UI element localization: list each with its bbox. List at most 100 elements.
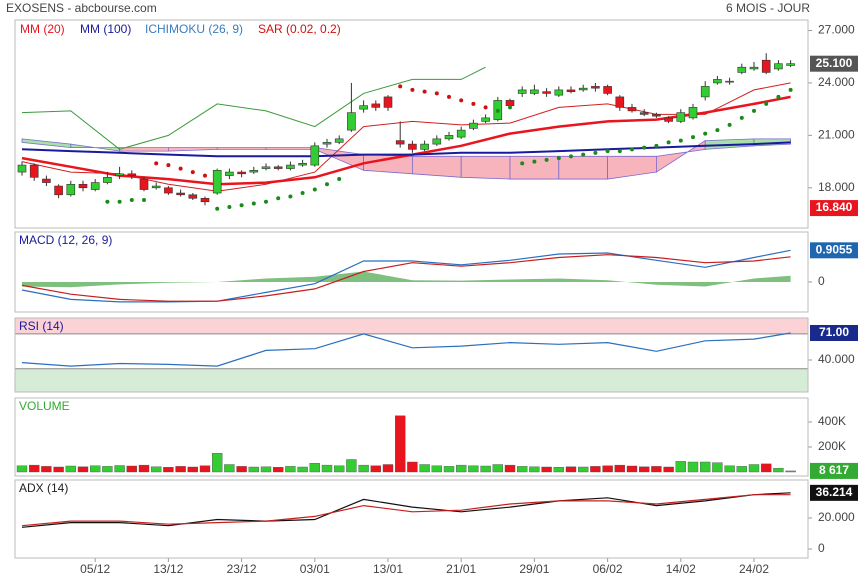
sar-dot [739, 115, 744, 120]
candle-body [286, 164, 295, 169]
volume-bar [358, 464, 369, 473]
candle-body [603, 86, 612, 94]
candle-body [42, 178, 51, 183]
candle-body [395, 140, 405, 145]
volume-bar [248, 466, 260, 473]
panel-frame [14, 479, 809, 559]
y-tick-label: 18.000 [818, 180, 855, 194]
volume-bar [211, 453, 223, 473]
tenkan-line [21, 82, 791, 192]
y-tick-label: 40.000 [818, 352, 855, 366]
volume-bar [761, 463, 772, 473]
candle-body [517, 89, 527, 94]
sar-dot [142, 198, 146, 203]
candle-body [774, 63, 783, 70]
volume-bar [273, 467, 284, 473]
sar-dot [642, 145, 647, 150]
volume-bar [443, 466, 455, 473]
volume-bar [578, 466, 589, 473]
candle-body [627, 107, 637, 112]
candle-body [347, 112, 356, 131]
panel-title: VOLUME [19, 399, 70, 413]
candle-body [554, 89, 564, 96]
x-tick-label: 13/01 [373, 562, 403, 576]
x-tick-label: 23/12 [227, 562, 257, 576]
candle-body [652, 114, 661, 117]
sar-dot [166, 163, 171, 168]
candle-body [164, 187, 173, 194]
volume-bar [492, 464, 503, 473]
sar-dot [312, 187, 317, 192]
candle-body [530, 89, 539, 94]
y-tick-label: 0 [818, 274, 825, 288]
ichimoku-cloud [558, 155, 608, 180]
candle-body [188, 194, 198, 199]
y-tick-label: 20.000 [818, 510, 855, 524]
volume-bar [675, 461, 686, 473]
candle-body [151, 185, 161, 189]
sar-dot [251, 201, 256, 206]
sar-dot [483, 105, 488, 110]
value-badge [810, 242, 858, 259]
candle-body [29, 164, 39, 178]
sar-dot [300, 191, 305, 196]
volume-bar [748, 464, 760, 473]
candle-body [688, 107, 698, 119]
x-tick-label: 29/01 [519, 562, 549, 576]
indicator-line [21, 332, 791, 367]
candle-body [420, 143, 429, 150]
volume-bar [468, 465, 479, 473]
candle-body [566, 89, 576, 92]
sar-dot [495, 108, 500, 113]
volume-bar [504, 464, 516, 473]
volume-bar [687, 461, 699, 473]
candle-body [103, 177, 112, 183]
volume-bar [65, 465, 77, 473]
sar-dot [666, 140, 671, 145]
sar-dot [117, 199, 122, 204]
volume-bar [260, 466, 272, 473]
y-tick-label: 21.000 [818, 128, 855, 142]
volume-bar [565, 466, 577, 473]
ichimoku-cloud [460, 155, 511, 180]
volume-bar [651, 466, 662, 473]
x-tick-label: 21/01 [446, 562, 476, 576]
volume-bar [736, 466, 747, 473]
volume-bar [407, 461, 418, 473]
chikou-line [21, 66, 486, 150]
candle-body [664, 117, 673, 122]
sar-dot [325, 182, 329, 187]
value-badge [810, 462, 858, 479]
volume-bar [553, 467, 564, 473]
value-badge-label: 71.00 [819, 325, 849, 339]
sar-dot [459, 98, 464, 103]
volume-bar [590, 466, 601, 473]
candle-body [786, 63, 795, 66]
sar-dot [532, 159, 537, 164]
volume-bar [41, 466, 52, 473]
candle-body [676, 112, 686, 122]
candle-body [78, 184, 88, 189]
sar-dot [752, 108, 756, 113]
candle-body [639, 112, 649, 115]
sar-dot [178, 166, 183, 171]
sar-dot [715, 128, 720, 133]
sar-dot [276, 196, 281, 201]
legend-entry: MM (20) [20, 22, 65, 36]
candle-body [725, 80, 734, 83]
volume-bar [382, 464, 394, 473]
sar-dot [520, 161, 525, 166]
candle-body [456, 129, 466, 138]
oversold-zone [15, 368, 808, 392]
sar-dot [593, 150, 598, 155]
volume-bar [456, 464, 467, 473]
candle-body [127, 173, 137, 176]
sar-dot [581, 152, 586, 157]
value-badge [810, 55, 858, 72]
sar-dot [471, 101, 476, 106]
x-tick-label: 14/02 [666, 562, 696, 576]
legend-entry: SAR (0.02, 0.2) [258, 22, 341, 36]
volume-bar [346, 459, 357, 473]
volume-bar [419, 464, 430, 473]
candle-body [176, 192, 185, 196]
